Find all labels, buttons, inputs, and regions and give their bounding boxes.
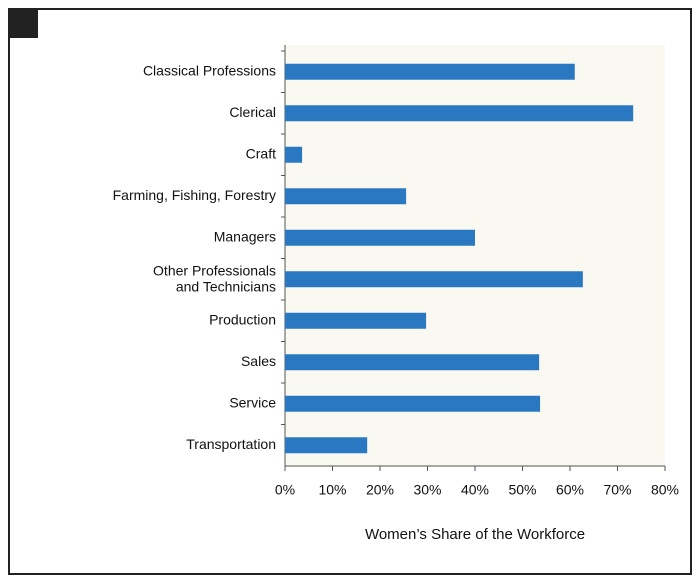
y-tick-label: Service [229,394,276,410]
bar [285,105,634,122]
x-tick-label: 10% [318,482,346,498]
bar [285,312,427,329]
y-tick-label: Farming, Fishing, Forestry [113,187,276,203]
y-tick-label: Transportation [186,436,276,452]
x-tick-label: 60% [556,482,584,498]
y-tick-label: Sales [241,353,276,369]
x-axis-label: Women’s Share of the Workforce [365,526,585,543]
bar [285,395,541,412]
bar [285,188,407,205]
x-tick-label: 40% [461,482,489,498]
x-tick-label: 0% [275,482,295,498]
bar [285,271,583,288]
y-tick-label: Classical Professions [143,62,276,78]
y-tick-label: Craft [246,145,276,161]
x-tick-label: 80% [651,482,679,498]
y-tick-label: Managers [214,228,276,244]
x-tick-label: 20% [366,482,394,498]
bar [285,146,303,163]
bar [285,354,540,371]
y-tick-label: Production [209,311,276,327]
corner-block [8,8,38,38]
bar [285,63,575,80]
x-tick-label: 30% [413,482,441,498]
bar [285,437,368,454]
y-tick-label: Clerical [229,104,276,120]
bar [285,229,475,246]
x-tick-label: 50% [508,482,536,498]
x-tick-label: 70% [603,482,631,498]
y-tick-label: Other Professionals and Technicians [153,262,276,294]
